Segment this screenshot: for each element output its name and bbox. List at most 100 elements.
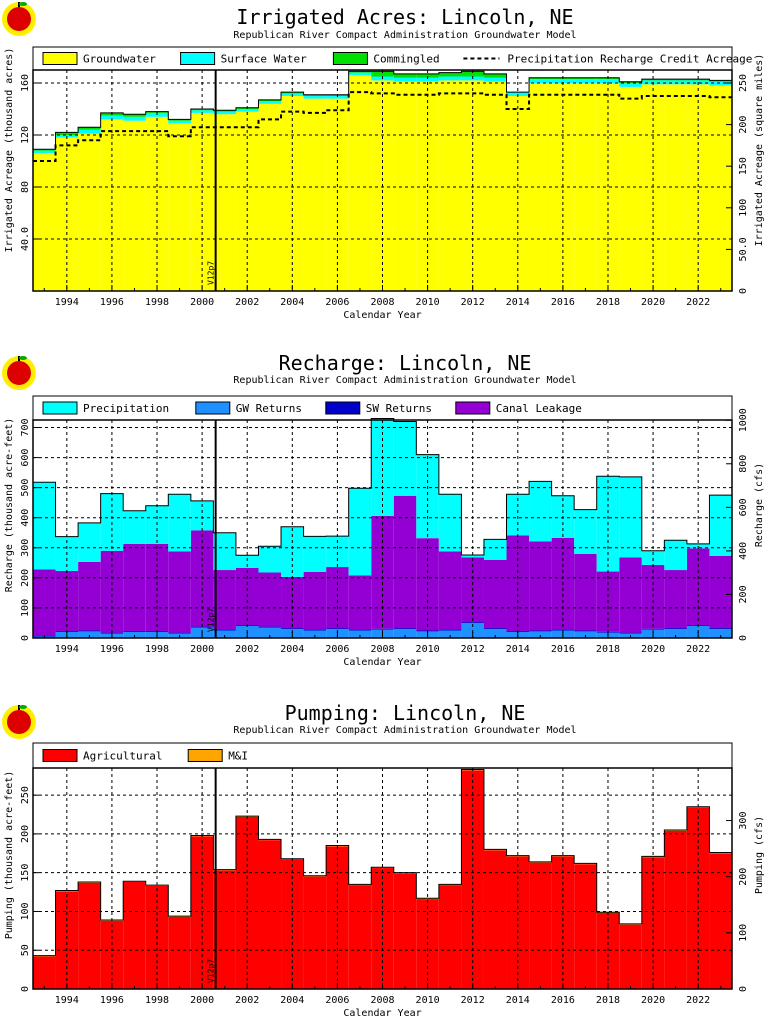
x-tick-label: 2018 [596,995,620,1006]
legend-label: SW Returns [366,402,432,415]
bar-segment [574,631,597,638]
bar-segment [213,629,236,631]
y-tick-label-right: 800 [738,455,749,473]
bar-segment [123,120,146,291]
bar-segment [686,548,710,626]
x-tick-label: 2004 [280,995,304,1006]
bar-segment [438,80,462,292]
chart-subtitle: Republican River Compact Administration … [233,30,576,41]
bar-segment [529,631,552,638]
bar-segment [326,98,349,291]
bar-segment [393,81,417,291]
bar-segment [348,575,372,630]
irrigated-acres-chart: Irrigated Acres: Lincoln, NE Republican … [2,2,765,321]
legend-swatch [455,401,491,415]
bar-segment [483,81,507,291]
recharge-panel: Recharge: Lincoln, NE Republican River C… [0,345,768,680]
x-tick-label: 1998 [145,644,169,655]
x-tick-label: 1996 [100,644,124,655]
x-tick-label: 2012 [461,297,485,308]
bar-segment [619,632,642,634]
bar-segment [619,476,642,558]
bar-segment [709,628,732,638]
x-tick-label: 2016 [551,644,575,655]
bar-segment [303,94,327,96]
bar-segment [303,96,327,99]
y-tick-label-right: 200 [738,868,749,886]
y-tick-label-right: 200 [738,116,749,134]
bar-segment [393,421,417,496]
bar-segment [303,876,327,989]
bar-segment [619,83,642,87]
x-tick-label: 2018 [596,644,620,655]
stack-outline [32,769,733,989]
bar-segment [258,99,282,102]
x-tick-label: 1998 [145,297,169,308]
y-tick-label: 50 [20,944,31,956]
x-tick-label: 2004 [280,644,304,655]
bar-segment [529,77,552,80]
bar-segment [33,149,56,151]
bar-segment [213,870,236,989]
bar-segment [641,550,665,565]
bar-segment [461,770,484,989]
legend-swatch [42,52,78,65]
bar-segment [483,77,507,82]
pumping-panel: Pumping: Lincoln, NE Republican River Co… [0,695,768,1024]
bar-segment [190,626,214,628]
bar-segment [416,77,439,82]
bar-segment [33,150,56,154]
bar-segment [33,569,56,636]
y-tick-label-right: 100 [738,199,749,217]
bar-segment [709,81,732,86]
bar-segment [168,120,191,124]
x-tick-label: 2008 [370,644,394,655]
x-tick-label: 1996 [100,995,124,1006]
bar-segment [664,628,687,638]
bar-segment [664,80,687,85]
x-tick-label: 2010 [416,995,440,1006]
bar-segment [371,418,394,516]
x-tick-label: 2012 [461,644,485,655]
legend-label: Agricultural [83,750,162,763]
bar-segment [168,123,191,291]
x-tick-label: 2020 [641,297,665,308]
bar-segment [664,84,687,291]
precipitation-credit-line [33,91,732,162]
y-axis-label: Recharge (thousand acre-feet) [4,418,15,593]
bar-segment [483,539,507,560]
bar-segment [258,840,282,989]
bar-segment [529,481,552,542]
y-tick-label-right: 150 [738,157,749,175]
bar-segment [664,540,687,571]
bar-segment [416,73,439,78]
bar-segment [709,495,732,556]
bar-segment [145,543,169,632]
x-tick-label: 2002 [235,297,259,308]
legend-label: Precipitation Recharge Credit Acreage [507,53,752,66]
bar-segment [168,632,191,634]
bar-segment [506,856,530,989]
y-tick-label-right: 300 [738,812,749,830]
bar-segment [641,79,665,81]
apple-logo-icon [2,2,36,36]
x-tick-label: 2008 [370,995,394,1006]
y-tick-label: 120 [20,126,31,144]
bar-segment [213,570,236,630]
legend-box [32,742,733,769]
bar-segment [235,555,259,568]
bar-segment [326,96,349,99]
x-tick-label: 2014 [506,297,530,308]
x-tick-label: 1998 [145,995,169,1006]
bar-segment [371,868,394,989]
bar-segment [78,630,101,632]
bar-segment [258,626,282,628]
y-tick-label-right: 0 [738,986,749,992]
bar-segment [213,532,236,571]
bar-segment [168,916,191,989]
y-tick-label-right: 600 [738,498,749,516]
bar-segment [664,570,687,629]
bar-segment [100,119,124,292]
stack-outline [32,70,733,291]
x-tick-label: 1994 [55,995,79,1006]
